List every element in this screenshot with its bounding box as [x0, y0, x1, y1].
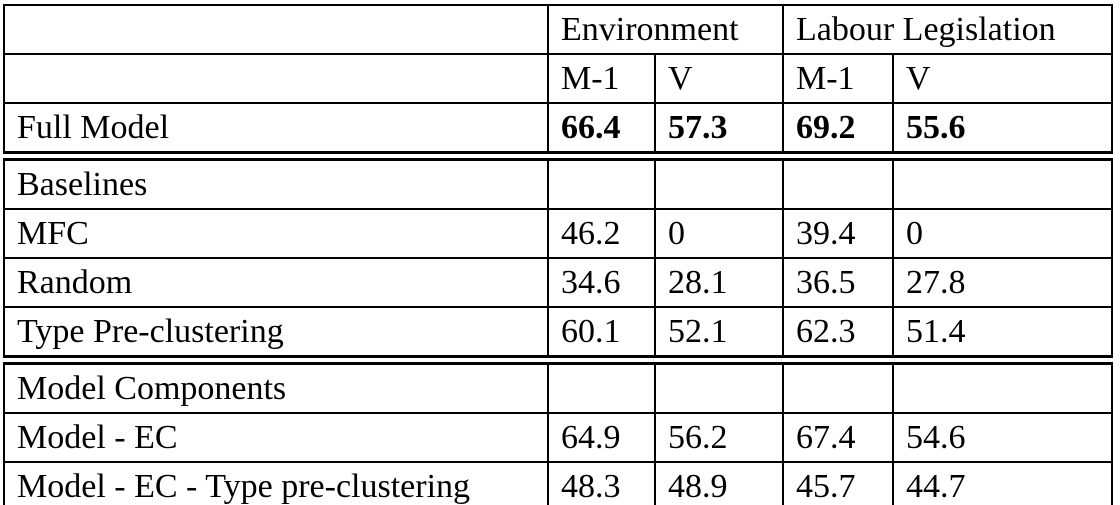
subheader-env-m1: M-1 [547, 53, 656, 104]
value-cell: 34.6 [547, 257, 656, 308]
value-cell: 0 [654, 208, 784, 259]
table-row-mfc: MFC 46.2 0 39.4 0 [3, 208, 1113, 259]
column-group-row: Environment Labour Legislation [3, 4, 1113, 55]
table-row-model-components-header: Model Components [3, 355, 1113, 414]
row-label: Model - EC - Type pre-clustering [3, 461, 549, 505]
value-cell [654, 151, 784, 210]
value-cell: 48.3 [547, 461, 656, 505]
subheader-lab-m1: M-1 [782, 53, 894, 104]
row-label: Full Model [3, 102, 549, 157]
value-cell: 45.7 [782, 461, 894, 505]
value-cell: 66.4 [547, 102, 656, 157]
results-table: Environment Labour Legislation M-1 V M-1… [3, 4, 1113, 505]
value-cell: 36.5 [782, 257, 894, 308]
value-cell: 56.2 [654, 412, 784, 463]
table-row-model-minus-ec-minus-type: Model - EC - Type pre-clustering 48.3 48… [3, 461, 1113, 505]
value-cell [782, 151, 894, 210]
value-cell: 51.4 [892, 306, 1113, 361]
value-cell: 55.6 [892, 102, 1113, 157]
table-row-baselines-header: Baselines [3, 151, 1113, 210]
value-cell [547, 151, 656, 210]
col-group-labour-legislation: Labour Legislation [782, 4, 1113, 55]
value-cell: 44.7 [892, 461, 1113, 505]
value-cell: 28.1 [654, 257, 784, 308]
row-label: Random [3, 257, 549, 308]
value-cell: 39.4 [782, 208, 894, 259]
value-cell: 54.6 [892, 412, 1113, 463]
value-cell [782, 355, 894, 414]
col-group-environment: Environment [547, 4, 784, 55]
value-cell: 67.4 [782, 412, 894, 463]
table-row-full-model: Full Model 66.4 57.3 69.2 55.6 [3, 102, 1113, 157]
value-cell: 60.1 [547, 306, 656, 361]
section-header-label: Model Components [3, 355, 549, 414]
value-cell: 48.9 [654, 461, 784, 505]
value-cell: 0 [892, 208, 1113, 259]
subheader-env-v: V [654, 53, 784, 104]
row-label: Type Pre-clustering [3, 306, 549, 361]
value-cell: 52.1 [654, 306, 784, 361]
value-cell: 46.2 [547, 208, 656, 259]
section-header-label: Baselines [3, 151, 549, 210]
value-cell: 62.3 [782, 306, 894, 361]
table-row-type-pre-clustering: Type Pre-clustering 60.1 52.1 62.3 51.4 [3, 306, 1113, 361]
value-cell [892, 151, 1113, 210]
row-label: Model - EC [3, 412, 549, 463]
corner-empty-cell [3, 4, 549, 55]
subheader-row: M-1 V M-1 V [3, 53, 1113, 104]
value-cell: 57.3 [654, 102, 784, 157]
value-cell [892, 355, 1113, 414]
value-cell [654, 355, 784, 414]
value-cell: 27.8 [892, 257, 1113, 308]
corner-empty-cell [3, 53, 549, 104]
value-cell [547, 355, 656, 414]
row-label: MFC [3, 208, 549, 259]
table-row-random: Random 34.6 28.1 36.5 27.8 [3, 257, 1113, 308]
table-row-model-minus-ec: Model - EC 64.9 56.2 67.4 54.6 [3, 412, 1113, 463]
value-cell: 69.2 [782, 102, 894, 157]
value-cell: 64.9 [547, 412, 656, 463]
subheader-lab-v: V [892, 53, 1113, 104]
